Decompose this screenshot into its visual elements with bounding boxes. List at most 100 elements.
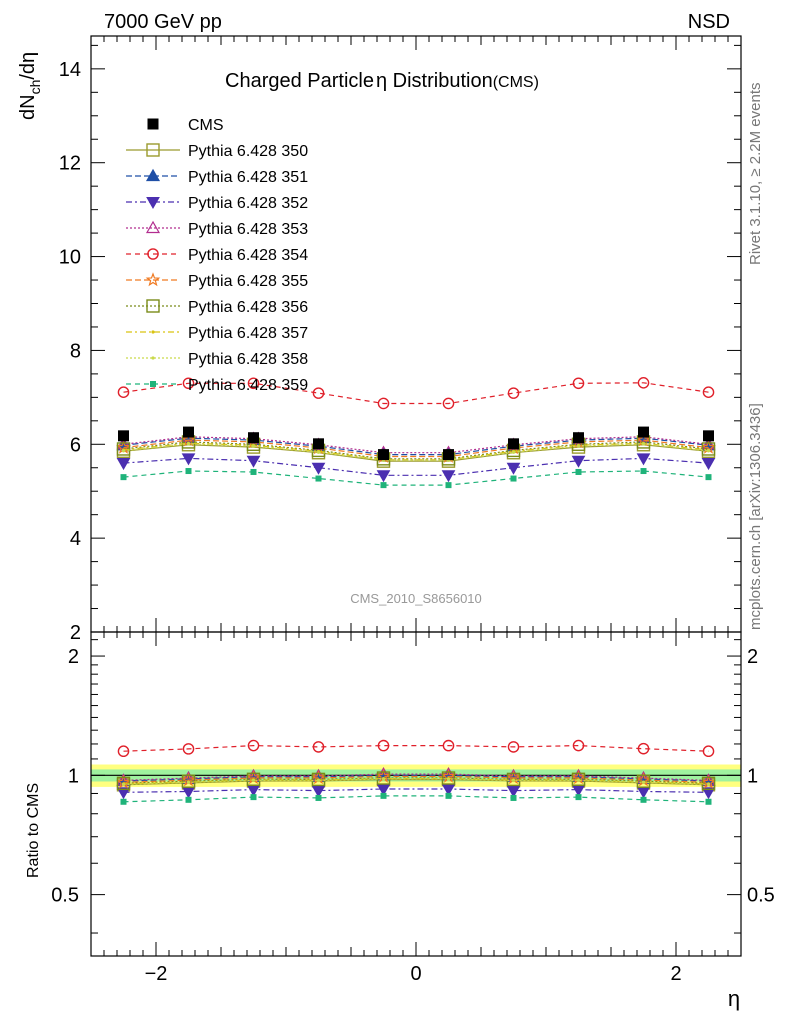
ratio-point xyxy=(246,784,261,797)
x-tick-label: 2 xyxy=(670,963,681,985)
series-line-3 xyxy=(123,436,709,454)
legend-label: Pythia 6.428 355 xyxy=(188,273,308,290)
ratio-line-6 xyxy=(123,777,709,784)
legend-item: Pythia 6.428 354 xyxy=(126,247,308,264)
main-panel: 2 4 6 8 10 12 14 xyxy=(59,35,742,644)
ratio-point xyxy=(636,774,651,788)
cms-data-point xyxy=(183,426,194,438)
x-tick-label: 0 xyxy=(410,963,421,985)
series-point xyxy=(442,397,455,410)
series-point xyxy=(641,442,646,446)
ratio-line-2 xyxy=(123,788,709,793)
ratio-point xyxy=(377,739,390,752)
ratio-point xyxy=(182,743,195,755)
ratio-point xyxy=(445,792,452,799)
ratio-point xyxy=(117,745,130,758)
series-point xyxy=(251,444,256,448)
ratio-point xyxy=(312,741,325,753)
mcplots-label: mcplots.cern.ch [arXiv:1306.3436] xyxy=(747,403,764,630)
rivet-label: Rivet 3.1.10, ≥ 2.2M events xyxy=(747,83,764,266)
ratio-point xyxy=(380,792,387,799)
ratio-point xyxy=(441,771,456,785)
y-tick-label-top: 12 xyxy=(59,153,81,175)
series-point xyxy=(637,377,650,389)
legend-item-cms: CMS xyxy=(147,117,224,134)
series-point xyxy=(116,458,131,471)
header-right: NSD xyxy=(688,11,730,33)
cms-data-point xyxy=(508,438,519,450)
legend-label: Pythia 6.428 350 xyxy=(188,143,308,160)
ratio-point xyxy=(185,796,192,803)
ratio-point xyxy=(706,782,711,787)
legend-marker xyxy=(145,272,161,287)
ratio-point xyxy=(511,778,516,783)
y-tick-label-top: 6 xyxy=(70,434,81,456)
ratio-point xyxy=(510,794,517,801)
legend-marker xyxy=(151,356,155,360)
legend-label: Pythia 6.428 356 xyxy=(188,299,308,316)
series-point xyxy=(441,470,456,483)
ratio-point xyxy=(702,745,715,758)
series-point xyxy=(576,444,581,448)
analysis-id: CMS_2010_S8656010 xyxy=(350,591,482,606)
legend-label: Pythia 6.428 351 xyxy=(188,169,308,186)
series-point xyxy=(705,474,712,481)
series-point xyxy=(182,377,195,390)
series-point xyxy=(511,450,516,454)
y-axis-label-ratio: Ratio to CMS xyxy=(25,783,42,878)
ratio-point xyxy=(636,786,651,799)
y-tick-label-top: 4 xyxy=(70,528,81,550)
series-point xyxy=(507,387,520,399)
ratio-point xyxy=(637,742,650,755)
ratio-line-3 xyxy=(123,773,709,781)
legend-item: Pythia 6.428 350 xyxy=(126,143,308,160)
series-line-1 xyxy=(123,437,709,456)
y-axis-label-top: dNch/dη xyxy=(17,52,43,120)
legend-label: CMS xyxy=(188,117,224,134)
legend-item: Pythia 6.428 355 xyxy=(126,272,308,290)
ratio-point xyxy=(576,778,581,783)
cms-data-point xyxy=(638,426,649,438)
ratio-point xyxy=(316,778,321,783)
series-point xyxy=(377,397,390,410)
legend-marker xyxy=(145,220,161,234)
ratio-point xyxy=(315,794,322,801)
y-tick-label-ratio: 1 xyxy=(68,765,79,787)
series-point xyxy=(247,377,260,390)
legend-label: Pythia 6.428 358 xyxy=(188,351,308,368)
legend-label: Pythia 6.428 352 xyxy=(188,195,308,212)
series-point xyxy=(571,455,586,468)
ratio-point xyxy=(311,785,326,798)
legend-marker xyxy=(146,299,160,313)
ratio-point xyxy=(571,784,586,797)
ratio-point xyxy=(701,787,716,800)
series-point xyxy=(315,475,322,482)
series-point xyxy=(186,442,191,446)
ratio-point xyxy=(181,774,196,788)
y-tick-label-top: 8 xyxy=(70,340,81,362)
series-point xyxy=(706,449,711,453)
series-point xyxy=(701,458,716,471)
ratio-point xyxy=(116,776,131,791)
chart-title: Charged Particle η Distribution(CMS) xyxy=(225,70,539,92)
cms-data-point xyxy=(118,430,129,442)
cms-data-point xyxy=(443,449,454,461)
series-point xyxy=(250,468,257,475)
ratio-point xyxy=(250,794,257,801)
ratio-line-1 xyxy=(123,774,709,782)
legend-label: Pythia 6.428 354 xyxy=(188,247,308,264)
y-tick-label-ratio: 0.5 xyxy=(51,885,79,907)
series-point xyxy=(246,455,261,468)
x-tick-label: −2 xyxy=(145,963,168,985)
ratio-point xyxy=(121,782,126,787)
cms-data-point xyxy=(703,430,714,442)
ratio-panel: −2 0 2 0.5 0.5 1 1 2 2 xyxy=(51,631,775,985)
header-left: 7000 GeV pp xyxy=(104,11,222,33)
ratio-point xyxy=(640,796,647,803)
y-tick-label-ratio: 2 xyxy=(68,646,79,668)
legend-marker xyxy=(146,143,160,157)
legend-marker xyxy=(145,168,161,182)
y-tick-label-top: 2 xyxy=(70,622,81,644)
ratio-line-8 xyxy=(123,778,709,786)
